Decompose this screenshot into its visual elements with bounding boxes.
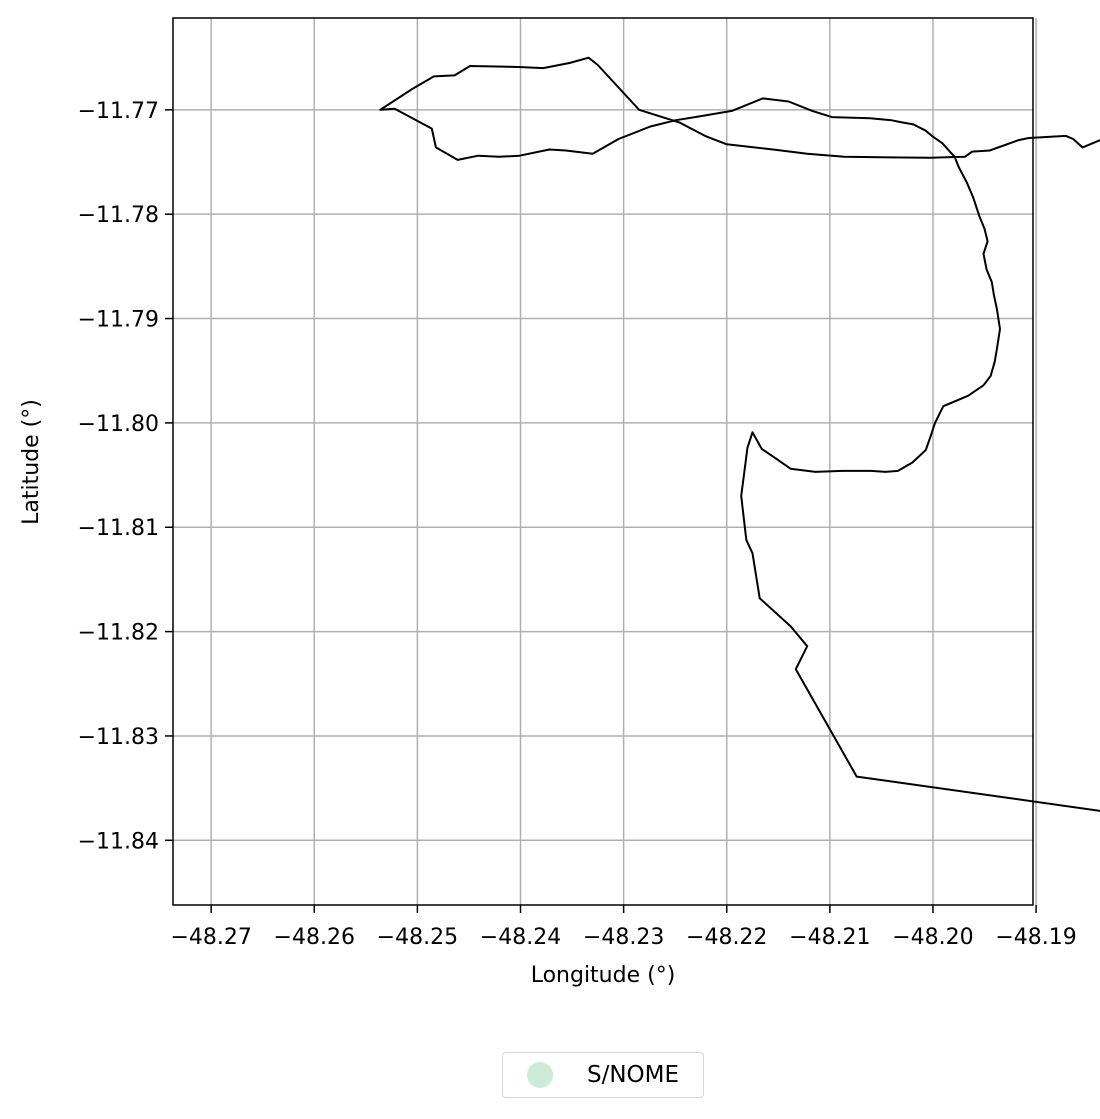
grid	[173, 18, 1037, 905]
y-tick-label: −11.77	[78, 99, 159, 124]
x-tick-label: −48.25	[377, 925, 458, 950]
x-tick-label: −48.26	[274, 925, 355, 950]
legend-marker	[527, 1062, 553, 1088]
x-tick-label: −48.27	[170, 925, 251, 950]
y-axis-label: Latitude (°)	[19, 399, 44, 525]
y-tick-label: −11.84	[78, 829, 159, 854]
plot-frame	[172, 17, 1034, 906]
x-tick-label: −48.23	[583, 925, 664, 950]
x-axis-label: Longitude (°)	[531, 963, 676, 988]
y-tick-label: −11.78	[78, 203, 159, 228]
y-tick-label: −11.81	[78, 516, 159, 541]
x-tick-label: −48.24	[480, 925, 561, 950]
y-tick-label: −11.80	[78, 412, 159, 437]
x-tick-label: −48.19	[995, 925, 1076, 950]
y-axis: −11.77 −11.78 −11.79 −11.80 −11.81 −11.82 −11.…	[78, 99, 173, 854]
y-tick-label: −11.79	[78, 308, 159, 333]
boundary-outline	[379, 56, 1100, 812]
y-tick-label: −11.82	[78, 621, 159, 646]
y-tick-label: −11.83	[78, 725, 159, 750]
x-tick-label: −48.22	[686, 925, 767, 950]
legend-label: S/NOME	[587, 1062, 680, 1088]
x-axis: −48.27 −48.26 −48.25 −48.24 −48.23 −48.22 −48.…	[170, 905, 1077, 950]
legend: S/NOME	[502, 1052, 704, 1098]
x-tick-label: −48.21	[789, 925, 870, 950]
x-tick-label: −48.20	[892, 925, 973, 950]
